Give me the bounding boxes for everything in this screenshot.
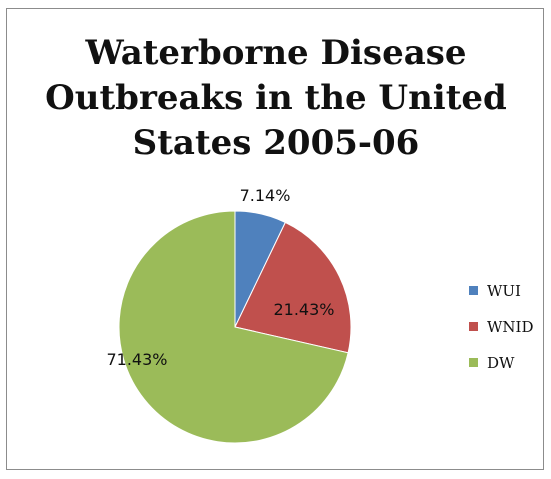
legend-label-wnid: WNID (487, 318, 534, 336)
legend-swatch-wnid (469, 322, 478, 331)
pie-slice-wnid (234, 221, 352, 354)
pie-data-label-wnid: 21.43% (273, 300, 334, 319)
legend-item-dw: DW (469, 353, 545, 373)
pie-data-labels: 7.14% 21.43% 71.43% (106, 186, 334, 369)
pie-data-label-dw: 71.43% (106, 350, 167, 369)
legend-label-dw: DW (487, 354, 515, 372)
pie-chart: 7.14% 21.43% 71.43% (106, 186, 352, 444)
legend: WUI WNID DW (469, 281, 545, 389)
legend-label-wui: WUI (487, 282, 521, 300)
chart-title: Waterborne Disease Outbreaks in the Unit… (45, 33, 507, 163)
legend-item-wnid: WNID (469, 317, 545, 337)
legend-item-wui: WUI (469, 281, 545, 301)
chart-frame: Waterborne Disease Outbreaks in the Unit… (6, 8, 544, 470)
legend-swatch-dw (469, 358, 478, 367)
pie-slice-dw (118, 210, 349, 444)
pie-slices (118, 210, 352, 444)
legend-swatch-wui (469, 286, 478, 295)
pie-data-label-wui: 7.14% (240, 186, 291, 205)
